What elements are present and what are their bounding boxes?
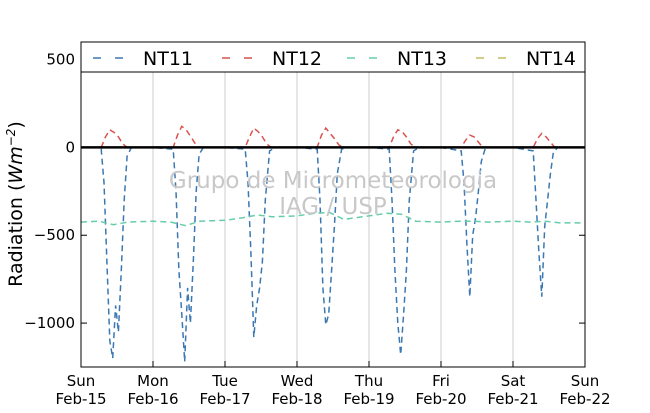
legend-label-nt11: NT11 (143, 48, 193, 70)
legend-label-nt14: NT14 (526, 48, 576, 70)
x-tick-label-date: Feb-19 (343, 390, 394, 408)
x-tick-label-day: Sat (501, 372, 526, 390)
x-tick-label-date: Feb-16 (127, 390, 178, 408)
legend: NT11 NT12 NT13 NT14 (80, 41, 586, 73)
y-tick-label: 500 (46, 51, 75, 69)
x-tick-label-day: Mon (137, 372, 169, 390)
x-tick-label-day: Sun (67, 372, 96, 390)
watermark: Grupo de Micrometeorologia IAG / USP (169, 168, 497, 220)
x-tick-label-date: Feb-18 (271, 390, 322, 408)
y-tick-label: −1000 (24, 314, 75, 332)
x-tick-label-day: Sun (571, 372, 600, 390)
series-nt13 (80, 211, 585, 227)
legend-label-nt12: NT12 (272, 48, 322, 70)
y-axis-label: Radiation (Wm−2) (4, 121, 27, 287)
legend-box (80, 41, 586, 73)
tick-layer: 5000−500−1000SunFeb-15MonFeb-16TueFeb-17… (24, 51, 610, 408)
x-tick-label-date: Feb-15 (55, 390, 106, 408)
grid-layer (152, 42, 514, 367)
x-tick-label-date: Feb-22 (559, 390, 610, 408)
x-tick-label-date: Feb-17 (199, 390, 250, 408)
series-nt12 (81, 125, 585, 149)
x-tick-label-date: Feb-20 (415, 390, 466, 408)
x-tick-label-day: Wed (281, 372, 314, 390)
x-tick-label-date: Feb-21 (487, 390, 538, 408)
watermark-line-2: IAG / USP (279, 194, 387, 220)
x-tick-label-day: Fri (432, 372, 450, 390)
y-tick-label: −500 (34, 226, 75, 244)
y-tick-label: 0 (65, 138, 75, 156)
watermark-line-1: Grupo de Micrometeorologia (169, 168, 497, 194)
x-tick-label-day: Tue (211, 372, 238, 390)
legend-label-nt13: NT13 (397, 48, 447, 70)
x-tick-label-day: Thu (354, 372, 383, 390)
